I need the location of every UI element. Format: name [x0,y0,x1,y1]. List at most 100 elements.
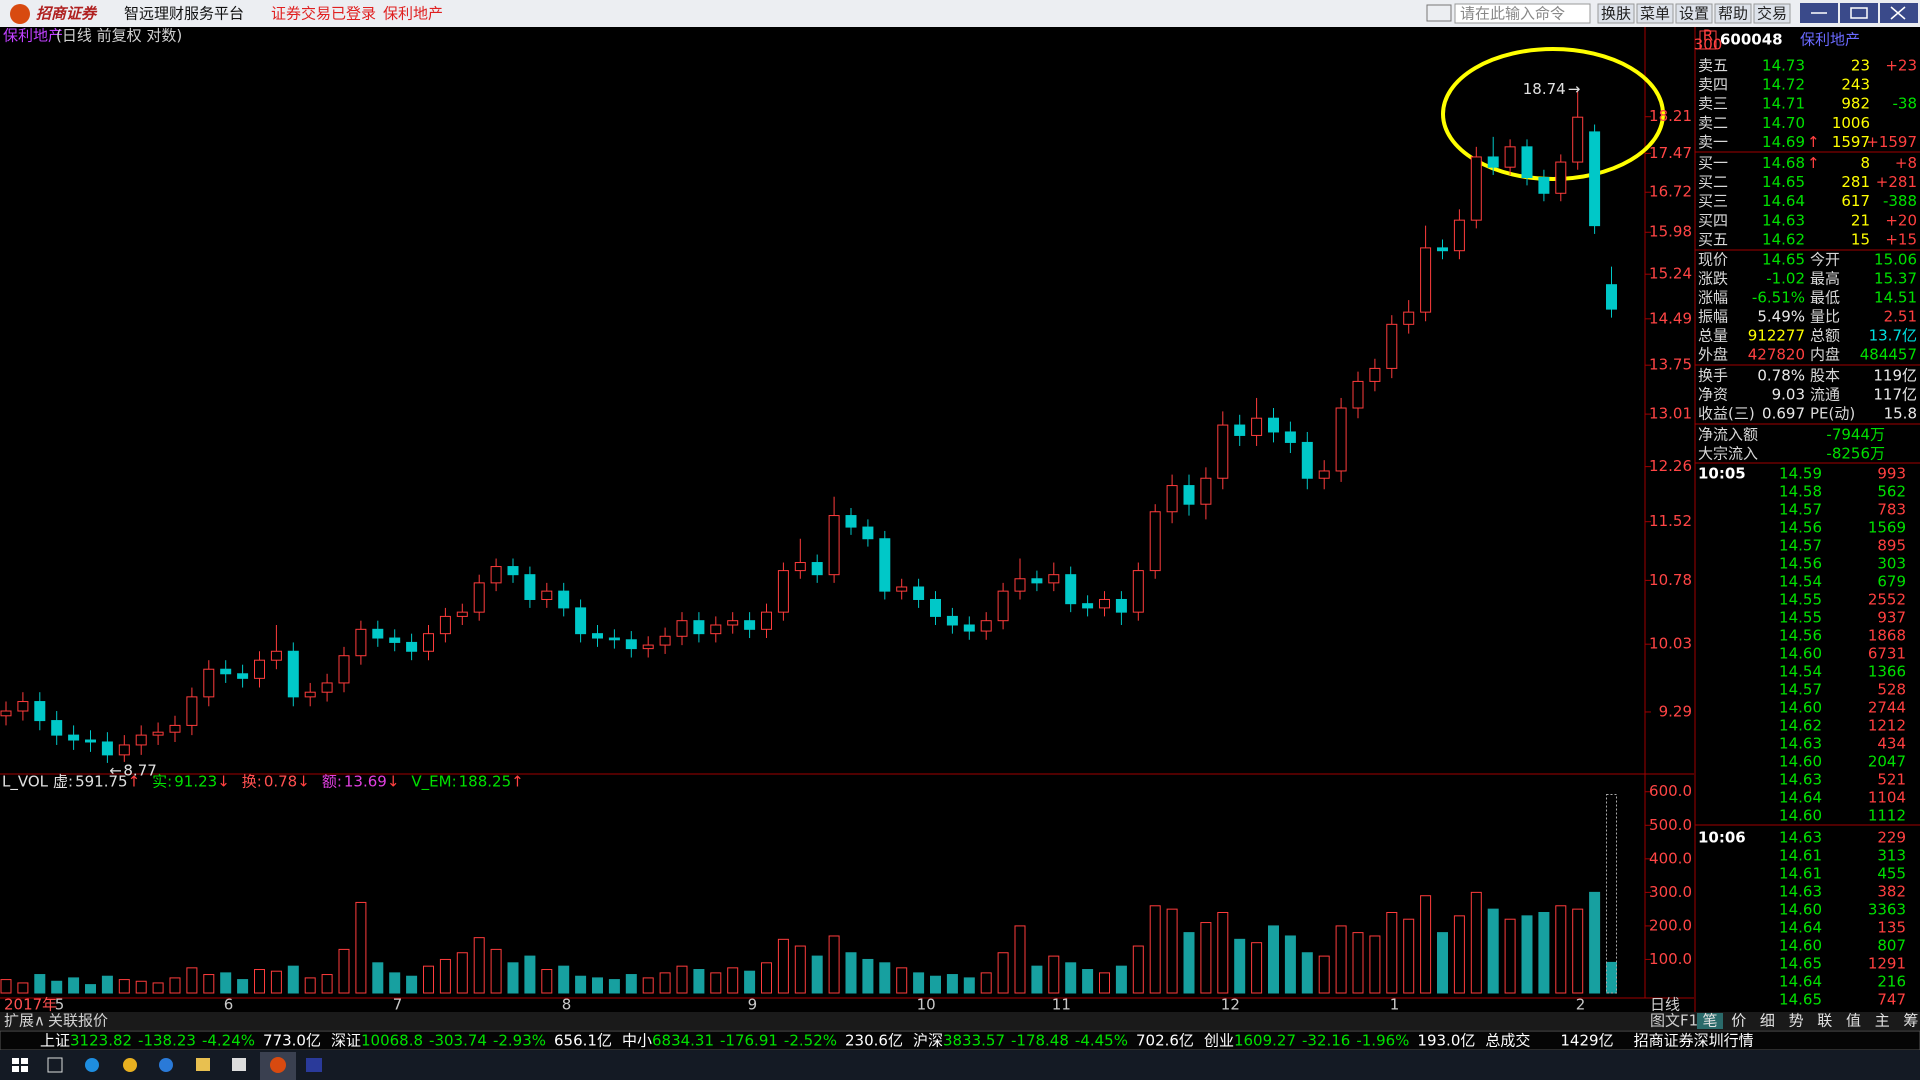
app-icon[interactable] [85,1058,99,1072]
stock-name: 保利地产 [1800,31,1860,49]
indicator-value: 188.25 [459,773,512,791]
tick-volume: 562 [1877,483,1906,501]
tick-price: 14.60 [1779,645,1822,663]
book-price: 14.65 [1762,173,1805,191]
indicator-value: 0.78 [264,773,297,791]
toolbar-button[interactable] [1675,3,1713,24]
candle-body [220,668,232,675]
start-button[interactable] [12,1058,28,1072]
book-volume: 243 [1841,76,1870,94]
app-icon[interactable] [123,1058,137,1072]
candle-body [608,637,620,641]
candle-body [558,590,570,609]
index-value: 3123.82 [70,1032,132,1050]
tick-volume: 807 [1877,937,1906,955]
maximize-button[interactable] [1840,3,1878,23]
x-tick-label: 9 [748,996,758,1014]
tab[interactable]: 价 [1731,1012,1746,1030]
tab[interactable]: 细 [1760,1012,1775,1030]
x-tick-label: 10 [917,996,936,1014]
volume-bar [608,979,620,994]
app-icon[interactable] [232,1058,246,1071]
volume-bar [490,948,502,994]
volume-bar [1538,911,1550,994]
app-icon[interactable] [306,1058,322,1072]
volume-bar [1217,911,1229,994]
volume-bar [693,969,705,994]
tab[interactable]: 关联报价 [48,1012,108,1030]
index-change: -32.16 [1302,1032,1350,1050]
book-label: 买二 [1698,173,1728,191]
app-icon[interactable] [270,1057,286,1073]
candle-body [913,586,925,600]
candle-body [1217,424,1229,479]
candle-body [355,628,367,657]
stat-value: -1.02 [1766,270,1805,288]
toolbar-button[interactable] [1597,3,1635,24]
tick-price: 14.61 [1779,847,1822,865]
command-input[interactable] [1454,3,1591,24]
book-price: 14.70 [1762,114,1805,132]
candle-body [524,574,536,600]
tick-price: 14.64 [1779,789,1822,807]
volume-bar [1420,895,1432,994]
tick-price: 14.65 [1779,991,1822,1009]
tick-volume: 528 [1877,681,1906,699]
stat-label: 收益(三) [1698,405,1755,423]
tab[interactable]: 值 [1846,1012,1861,1030]
tab[interactable]: 联 [1817,1012,1832,1030]
f10-tab[interactable]: 图文F10 [1650,1012,1708,1030]
stat-label: 总额 [1810,327,1840,345]
volume-bar [1453,915,1465,994]
app-icon[interactable] [159,1058,173,1072]
keyboard-icon[interactable] [1426,4,1452,22]
toolbar-button[interactable] [1753,3,1791,24]
indicator-value: 13.69 [344,773,387,791]
tick-volume: 434 [1877,735,1906,753]
index-value: 3833.57 [943,1032,1005,1050]
volume-bar [1014,925,1026,994]
book-volume: 23 [1851,57,1870,75]
stat-label: 流通 [1810,386,1840,404]
y-tick-label: 18.21 [1649,107,1692,125]
tick-volume: 2744 [1868,699,1906,717]
stat-value: 117亿 [1873,386,1917,404]
x-tick-label: 8 [562,996,572,1014]
tick-volume: 229 [1877,829,1906,847]
task-view[interactable] [47,1057,63,1073]
indicator-arrow: ↓ [387,773,400,791]
tab[interactable]: 主 [1875,1012,1890,1030]
volume-bar [1048,955,1060,994]
volume-bar [1572,908,1584,994]
toolbar-label: 菜单 [1640,5,1670,23]
tick-price: 14.64 [1779,973,1822,991]
candle-body [1183,485,1195,505]
volume-bar [439,958,451,994]
badge [1699,30,1717,50]
tab[interactable]: 扩展∧ [4,1012,45,1030]
volume-bar [287,965,299,994]
low-label: 8.77 [123,761,156,779]
candle-body [1200,477,1212,505]
tick-price: 14.63 [1779,735,1822,753]
index-change: -178.48 [1011,1032,1069,1050]
volume-bar [270,970,282,994]
app-icon[interactable] [196,1058,210,1071]
chart-subtitle: (日线 前复权 对数) [56,27,182,45]
book-change: +8 [1895,154,1917,172]
candle-body [1014,578,1026,592]
tab[interactable]: 筹 [1903,1012,1918,1030]
stat-label: 外盘 [1698,346,1728,364]
toolbar-button[interactable] [1714,3,1752,24]
book-volume: 281 [1841,173,1870,191]
candle-body [1589,131,1601,227]
candle-body [34,701,46,722]
stat-value: 912277 [1748,327,1805,345]
source: 招商证券深圳行情 [1634,1032,1754,1050]
tab[interactable]: 势 [1789,1012,1804,1030]
stat-label: 现价 [1698,251,1728,269]
toolbar-button[interactable] [1636,3,1674,24]
tab[interactable]: 笔 [1702,1012,1717,1030]
indicator-arrow: ↑ [511,773,524,791]
stat-label: 涨幅 [1698,289,1728,307]
